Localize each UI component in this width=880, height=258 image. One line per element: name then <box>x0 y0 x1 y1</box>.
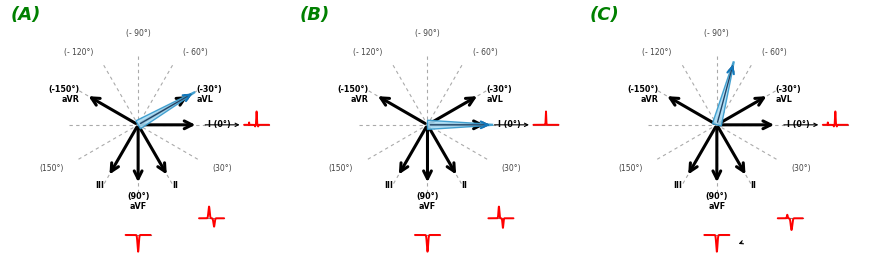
Text: II: II <box>751 181 757 190</box>
Text: (B): (B) <box>300 5 330 23</box>
Text: III: III <box>385 181 393 190</box>
Text: (90°)
aVF: (90°) aVF <box>416 192 439 211</box>
Text: (- 90°): (- 90°) <box>705 29 730 38</box>
Text: (-30°)
aVL: (-30°) aVL <box>197 85 223 104</box>
Text: (-150°)
aVR: (-150°) aVR <box>48 85 79 104</box>
Text: (-30°)
aVL: (-30°) aVL <box>486 85 512 104</box>
Text: (C): (C) <box>590 5 619 23</box>
Text: III: III <box>95 181 104 190</box>
Polygon shape <box>428 120 493 130</box>
Text: I (0°): I (0°) <box>497 120 520 129</box>
Text: (- 90°): (- 90°) <box>415 29 440 38</box>
Text: (A): (A) <box>11 5 40 23</box>
Text: (-150°)
aVR: (-150°) aVR <box>338 85 369 104</box>
Text: (- 60°): (- 60°) <box>183 48 208 57</box>
Text: (150°): (150°) <box>329 164 353 173</box>
Text: (90°)
aVF: (90°) aVF <box>706 192 728 211</box>
Text: III: III <box>673 181 683 190</box>
Text: (90°)
aVF: (90°) aVF <box>127 192 150 211</box>
Text: (30°): (30°) <box>212 164 232 173</box>
Text: (150°): (150°) <box>40 164 63 173</box>
Text: (30°): (30°) <box>791 164 810 173</box>
Text: (- 90°): (- 90°) <box>126 29 150 38</box>
Text: II: II <box>461 181 467 190</box>
Text: (- 60°): (- 60°) <box>762 48 787 57</box>
Text: (-150°)
aVR: (-150°) aVR <box>627 85 658 104</box>
Text: I (0°): I (0°) <box>787 120 810 129</box>
Text: (- 120°): (- 120°) <box>353 48 383 57</box>
Text: II: II <box>172 181 178 190</box>
Polygon shape <box>713 62 734 126</box>
Text: (- 120°): (- 120°) <box>642 48 671 57</box>
Text: (-30°)
aVL: (-30°) aVL <box>775 85 802 104</box>
Text: (150°): (150°) <box>618 164 642 173</box>
Polygon shape <box>136 92 194 129</box>
Text: (30°): (30°) <box>502 164 522 173</box>
Text: I (0°): I (0°) <box>209 120 231 129</box>
Text: (- 120°): (- 120°) <box>63 48 93 57</box>
Text: (- 60°): (- 60°) <box>473 48 497 57</box>
